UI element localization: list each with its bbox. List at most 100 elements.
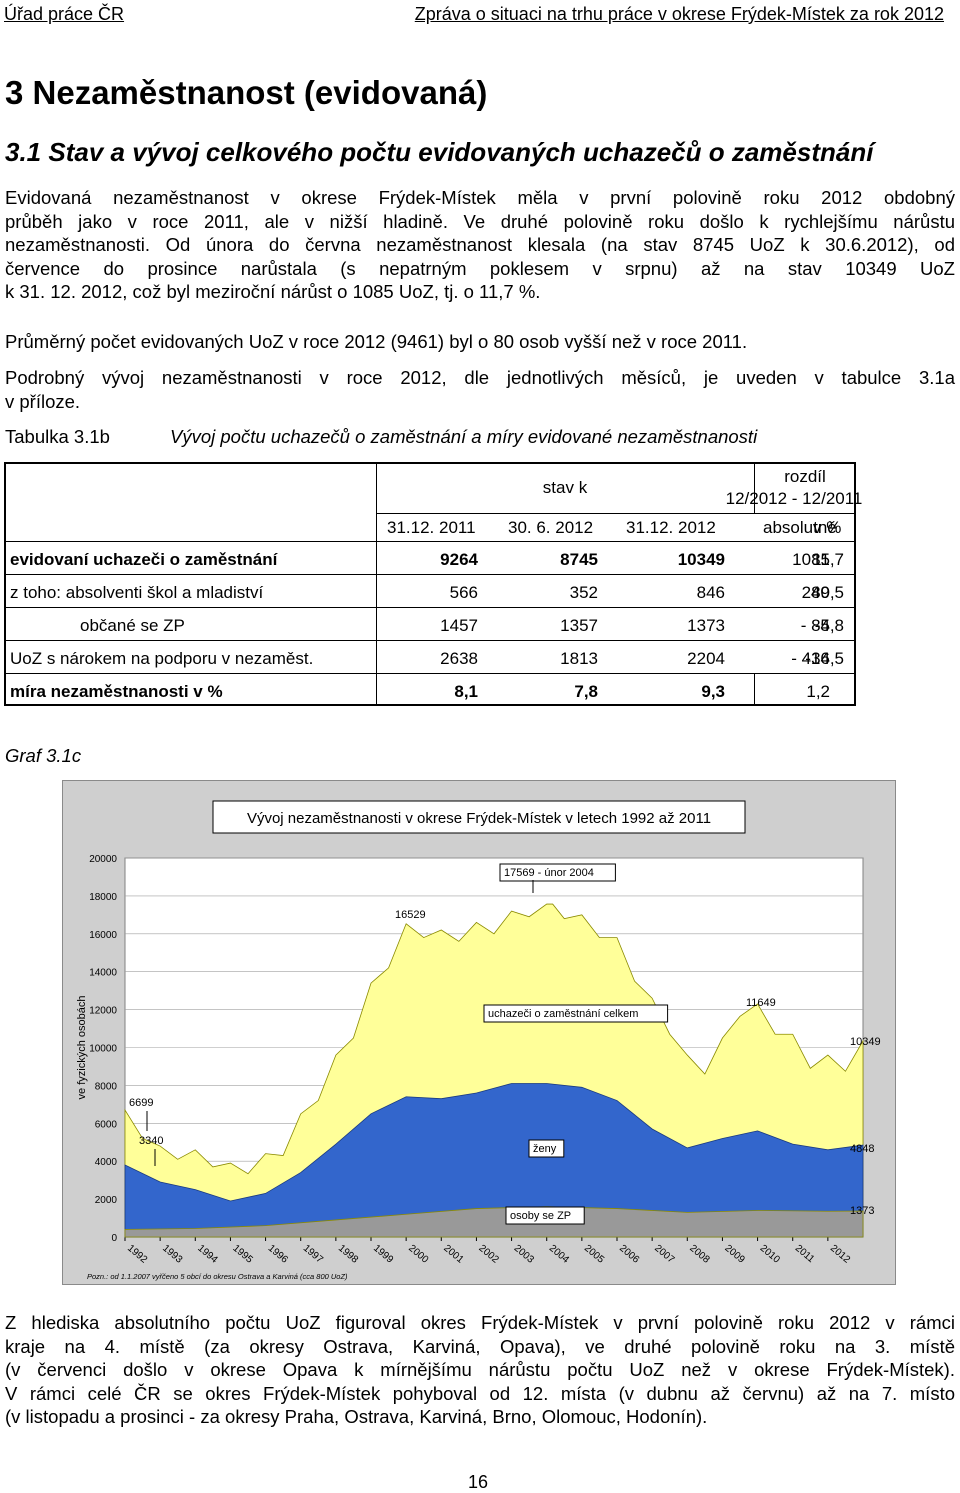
table-cell: 10349	[677, 550, 725, 569]
table-label: Tabulka 3.1b	[5, 426, 110, 447]
x-tick-label: 2008	[687, 1243, 711, 1266]
y-tick-label: 16000	[89, 930, 117, 941]
table-cell: 7,8	[574, 682, 598, 701]
table-cell: 1813	[560, 649, 598, 668]
x-tick-label: 1995	[231, 1243, 255, 1266]
annotation-total: uchazeči o zaměstnání celkem	[488, 1008, 638, 1020]
annotation-10349: 10349	[850, 1036, 881, 1048]
header-rozdil-period: 12/2012 - 12/2011	[725, 489, 863, 508]
row-label: z toho: absolventi škol a mladiství	[10, 583, 264, 602]
paragraph-3: Podrobný vývoj nezaměstnanosti v roce 20…	[5, 366, 955, 413]
table-cell: 8745	[560, 550, 598, 569]
row-label: evidovaní uchazeči o zaměstnání	[10, 550, 278, 569]
closing-line3: (v červenci došlo v okrese Opava k mírně…	[5, 1359, 955, 1381]
annotation-1373: 1373	[850, 1205, 874, 1217]
y-tick-label: 10000	[89, 1044, 117, 1055]
y-tick-label: 6000	[95, 1119, 118, 1130]
x-tick-label: 1998	[336, 1243, 360, 1266]
annotation-women-box	[528, 1139, 565, 1158]
table-cell: 846	[696, 583, 725, 602]
row-label: míra nezaměstnanosti v %	[10, 682, 223, 701]
table-cell: 1,2	[806, 682, 830, 701]
row-label: UoZ s nárokem na podporu v nezaměst.	[10, 649, 314, 668]
y-axis-label: ve fyzických osobách	[76, 996, 88, 1100]
col-header: 31.12. 2011	[387, 518, 476, 537]
x-tick-label: 1996	[266, 1243, 290, 1266]
annotation-11649: 11649	[746, 997, 776, 1009]
chart-title: Vývoj nezaměstnanosti v okrese Frýdek-Mí…	[247, 810, 711, 827]
annotation-peak-box	[499, 863, 616, 882]
x-tick-label: 1992	[125, 1243, 149, 1266]
annotation-16529: 16529	[395, 909, 426, 921]
table-cell: -5,8	[814, 616, 844, 635]
area-chart: Vývoj nezaměstnanosti v okrese Frýdek-Mí…	[76, 800, 881, 1281]
p3-line2: v příloze.	[5, 390, 81, 412]
annotation-zp: osoby se ZP	[510, 1210, 571, 1222]
table-title: Vývoj počtu uchazečů o zaměstnání a míry…	[170, 426, 758, 447]
y-tick-label: 2000	[95, 1195, 118, 1206]
x-tick-label: 1994	[195, 1243, 219, 1266]
p3-line1: Podrobný vývoj nezaměstnanosti v roce 20…	[5, 367, 955, 388]
paragraph-2: Průměrný počet evidovaných UoZ v roce 20…	[5, 331, 748, 352]
annotation-women: ženy	[533, 1143, 557, 1155]
x-tick-label: 2004	[547, 1243, 571, 1266]
closing-line1: Z hlediska absolutního počtu UoZ figurov…	[5, 1312, 955, 1333]
col-header: 31.12. 2012	[626, 518, 716, 537]
table-cell: 9,3	[701, 682, 725, 701]
p1-line3: nezaměstnanosti. Od února do června neza…	[5, 234, 955, 256]
y-tick-label: 0	[111, 1233, 117, 1244]
table-cell: - 84	[800, 616, 830, 635]
table-cell: 8,1	[454, 682, 478, 701]
col-header: absolutně	[763, 518, 837, 537]
y-tick-label: 4000	[95, 1157, 118, 1168]
table-cell: 2638	[440, 649, 478, 668]
closing-paragraph: Z hlediska absolutního počtu UoZ figurov…	[5, 1311, 955, 1429]
annotation-total-box	[483, 1004, 669, 1023]
table-cell: 11,7	[812, 550, 844, 569]
y-tick-label: 20000	[89, 854, 117, 865]
chart-container: Vývoj nezaměstnanosti v okrese Frýdek-Mí…	[62, 780, 896, 1285]
heading-2: 3.1 Stav a vývoj celkového počtu evidova…	[5, 137, 874, 167]
row-label: občané se ZP	[80, 616, 185, 635]
p1-line5: k 31. 12. 2012, což byl meziroční nárůst…	[5, 281, 541, 303]
series-area	[124, 1083, 864, 1238]
table-cell: 9264	[440, 550, 478, 569]
y-tick-label: 18000	[89, 892, 117, 903]
table-cell: 1357	[560, 616, 598, 635]
x-tick-label: 1997	[301, 1243, 325, 1266]
annotation-zp-box	[505, 1206, 585, 1225]
paragraph-1: Evidovaná nezaměstnanost v okrese Frýdek…	[5, 186, 955, 304]
annotation-3340: 3340	[139, 1135, 163, 1147]
header-stav: stav k	[542, 478, 588, 497]
table-cell: 280	[801, 583, 830, 602]
x-tick-label: 2012	[828, 1243, 852, 1266]
table-cell: 352	[569, 583, 598, 602]
page-number: 16	[468, 1472, 489, 1492]
y-tick-label: 8000	[95, 1081, 118, 1092]
x-tick-label: 1999	[371, 1243, 395, 1266]
table-cell: 2204	[687, 649, 725, 668]
heading-1: 3 Nezaměstnanost (evidovaná)	[5, 74, 488, 111]
chart-title-box	[212, 800, 746, 834]
x-tick-label: 1993	[160, 1243, 184, 1266]
col-header: v %	[813, 518, 842, 537]
closing-line4: V rámci celé ČR se okres Frýdek-Místek p…	[5, 1382, 955, 1404]
x-tick-label: 2011	[793, 1243, 817, 1266]
header-left: Úřad práce ČR	[4, 4, 125, 24]
p1-line2: průběh jako v roce 2011, ale v nižší hla…	[5, 210, 955, 232]
table-cell: 49,5	[810, 583, 844, 602]
x-tick-label: 2010	[758, 1243, 782, 1266]
graph-label: Graf 3.1c	[5, 745, 82, 766]
annotation-6699: 6699	[129, 1097, 153, 1109]
table-cell: 1373	[687, 616, 725, 635]
table-cell: - 434	[791, 649, 830, 668]
x-tick-label: 2001	[441, 1243, 465, 1266]
chart-note: Pozn.: od 1.1.2007 vyřčeno 5 obcí do okr…	[87, 1272, 348, 1281]
table-cell: -16,5	[805, 649, 844, 668]
table-cell: 566	[449, 583, 478, 602]
data-table: stav k rozdíl 12/2012 - 12/2011 31.12. 2…	[4, 462, 862, 706]
x-tick-label: 2003	[512, 1243, 536, 1266]
x-tick-label: 2009	[723, 1243, 747, 1266]
x-tick-label: 2005	[582, 1243, 606, 1266]
closing-line2: kraje na 4. místě (za okresy Ostrava, Ka…	[5, 1335, 955, 1357]
